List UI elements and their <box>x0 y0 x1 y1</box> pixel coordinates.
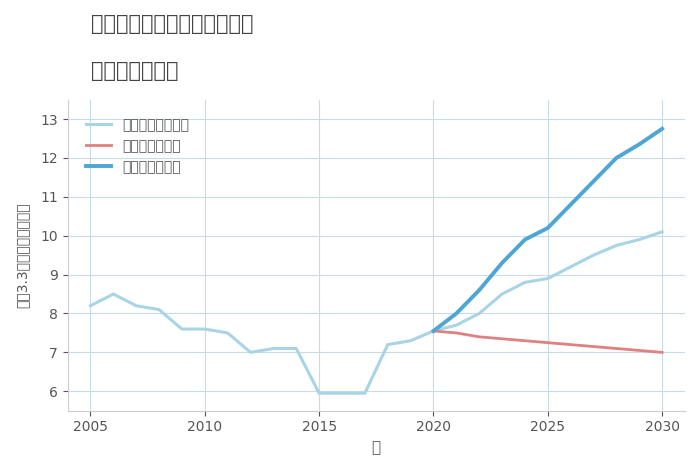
ノーマルシナリオ <box>246 350 255 355</box>
ノーマルシナリオ <box>589 252 598 258</box>
グッドシナリオ <box>612 155 621 161</box>
ノーマルシナリオ <box>155 307 163 313</box>
ノーマルシナリオ <box>544 276 552 282</box>
バッドシナリオ <box>429 328 438 334</box>
バッドシナリオ <box>566 342 575 347</box>
ノーマルシナリオ <box>566 264 575 270</box>
Line: バッドシナリオ: バッドシナリオ <box>433 331 662 352</box>
ノーマルシナリオ <box>178 326 186 332</box>
ノーマルシナリオ <box>109 291 118 297</box>
バッドシナリオ <box>475 334 484 340</box>
グッドシナリオ <box>566 202 575 207</box>
グッドシナリオ <box>635 141 643 147</box>
ノーマルシナリオ <box>475 311 484 316</box>
X-axis label: 年: 年 <box>372 440 381 455</box>
Y-axis label: 平（3.3㎡）単価（万円）: 平（3.3㎡）単価（万円） <box>15 203 29 308</box>
バッドシナリオ <box>612 345 621 351</box>
ノーマルシナリオ <box>292 345 300 351</box>
グッドシナリオ <box>544 225 552 231</box>
ノーマルシナリオ <box>338 391 346 396</box>
グッドシナリオ <box>498 260 506 266</box>
バッドシナリオ <box>498 336 506 342</box>
ノーマルシナリオ <box>270 345 278 351</box>
バッドシナリオ <box>521 338 529 344</box>
ノーマルシナリオ <box>498 291 506 297</box>
ノーマルシナリオ <box>132 303 141 308</box>
ノーマルシナリオ <box>223 330 232 336</box>
グッドシナリオ <box>658 126 666 132</box>
ノーマルシナリオ <box>521 280 529 285</box>
グッドシナリオ <box>521 237 529 243</box>
ノーマルシナリオ <box>658 229 666 235</box>
バッドシナリオ <box>658 350 666 355</box>
Line: グッドシナリオ: グッドシナリオ <box>433 129 662 331</box>
ノーマルシナリオ <box>384 342 392 347</box>
ノーマルシナリオ <box>429 328 438 334</box>
ノーマルシナリオ <box>635 237 643 243</box>
ノーマルシナリオ <box>86 303 94 308</box>
ノーマルシナリオ <box>407 338 415 344</box>
グッドシナリオ <box>452 311 461 316</box>
ノーマルシナリオ <box>452 322 461 328</box>
バッドシナリオ <box>452 330 461 336</box>
ノーマルシナリオ <box>360 391 369 396</box>
Text: 土地の価格推移: 土地の価格推移 <box>91 61 178 81</box>
バッドシナリオ <box>635 348 643 353</box>
Line: ノーマルシナリオ: ノーマルシナリオ <box>90 232 662 393</box>
バッドシナリオ <box>544 340 552 345</box>
グッドシナリオ <box>475 287 484 293</box>
ノーマルシナリオ <box>315 391 323 396</box>
グッドシナリオ <box>429 328 438 334</box>
ノーマルシナリオ <box>612 243 621 248</box>
Legend: ノーマルシナリオ, バッドシナリオ, グッドシナリオ: ノーマルシナリオ, バッドシナリオ, グッドシナリオ <box>80 113 195 180</box>
グッドシナリオ <box>589 179 598 184</box>
バッドシナリオ <box>589 344 598 349</box>
ノーマルシナリオ <box>201 326 209 332</box>
Text: 福岡県みやま市高田町岩津の: 福岡県みやま市高田町岩津の <box>91 14 253 34</box>
